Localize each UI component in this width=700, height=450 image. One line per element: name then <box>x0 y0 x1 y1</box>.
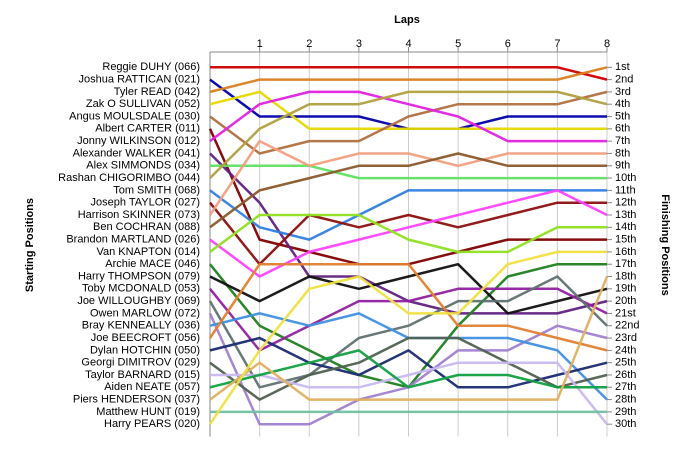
position-line <box>209 90 607 143</box>
position-line <box>209 276 609 401</box>
series-label: Joe BEECROFT (056) <box>91 332 200 344</box>
y2-tick-label: 13th <box>615 209 636 221</box>
y2-tick-label: 9th <box>615 160 630 172</box>
series-label: Piers HENDERSON (037) <box>73 393 200 405</box>
y2-tick-label: 11th <box>615 184 636 196</box>
y2-tick-label: 24th <box>615 344 636 356</box>
y2-axis-title: Finishing Positions <box>659 194 671 295</box>
series-label: Matthew HUNT (019) <box>96 406 200 418</box>
series-label: Harrison SKINNER (073) <box>78 209 200 221</box>
position-line <box>209 287 608 352</box>
x-tick-label: 4 <box>405 38 411 50</box>
position-line <box>210 164 607 180</box>
series-label: Harry PEARS (020) <box>104 418 200 430</box>
y2-tick-label: 16th <box>615 246 636 258</box>
y2-tick-label: 20th <box>615 295 636 307</box>
series-label: Harry THOMPSON (079) <box>78 270 200 282</box>
y2-tick-label: 30th <box>615 418 636 430</box>
y2-tick-label: 19th <box>615 283 636 295</box>
position-line <box>210 361 608 425</box>
series-label: Archie MACE (046) <box>105 258 200 270</box>
position-line <box>209 152 607 229</box>
position-line <box>209 349 607 389</box>
series-label: Tyler READ (042) <box>114 86 200 98</box>
chart-title: Laps <box>394 14 420 26</box>
y2-tick-label: 25th <box>615 357 636 369</box>
series-label: Zak O SULLIVAN (052) <box>86 98 200 110</box>
y2-tick-label: 27th <box>615 381 636 393</box>
series-label: Dylan HOTCHIN (050) <box>90 344 200 356</box>
series-label: Van KNAPTON (014) <box>96 246 200 258</box>
y2-tick-label: 18th <box>615 270 636 282</box>
series-label: Taylor BARNARD (015) <box>85 369 200 381</box>
series-label: Toby MCDONALD (053) <box>82 283 200 295</box>
position-line <box>209 336 608 401</box>
y2-tick-label: 22nd <box>615 320 639 332</box>
series-label: Joshua RATTICAN (021) <box>79 74 200 86</box>
y2-tick-label: 2nd <box>615 74 633 86</box>
x-tick-label: 8 <box>604 38 610 50</box>
y2-tick-label: 6th <box>615 123 630 135</box>
series-label: Aiden NEATE (057) <box>104 381 200 393</box>
position-line <box>208 139 607 216</box>
y2-tick-label: 29th <box>615 406 636 418</box>
position-line <box>208 275 608 389</box>
series-label: Bray KENNEALLY (036) <box>82 320 200 332</box>
y2-tick-label: 8th <box>615 147 630 159</box>
series-label: Reggie DUHY (066) <box>102 61 200 73</box>
y2-tick-label: 3rd <box>615 86 631 98</box>
position-line <box>208 250 607 425</box>
y2-tick-label: 14th <box>615 221 636 233</box>
x-tick-label: 3 <box>356 38 362 50</box>
y2-tick-label: 5th <box>615 110 630 122</box>
position-line <box>208 262 608 352</box>
y-axis-title: Starting Positions <box>24 198 36 292</box>
y2-tick-label: 23rd <box>615 332 637 344</box>
position-line <box>210 66 608 81</box>
y2-tick-label: 21st <box>615 307 636 319</box>
y2-tick-label: 28th <box>615 393 636 405</box>
series-label: Alex SIMMONDS (034) <box>86 160 200 172</box>
position-line <box>209 189 608 278</box>
series-label: Ben COCHRAN (088) <box>93 221 200 233</box>
position-line <box>209 66 608 94</box>
y2-tick-label: 1st <box>615 61 630 73</box>
series-label: Angus MOULSDALE (030) <box>69 110 200 122</box>
series-label: Georgi DIMITROV (029) <box>81 357 200 369</box>
position-line <box>209 213 607 254</box>
position-line <box>209 262 608 315</box>
x-tick-label: 2 <box>306 38 312 50</box>
series-label: Rashan CHIGORIMBO (044) <box>58 172 200 184</box>
series-label: Brandon MARTLAND (026) <box>66 234 200 246</box>
series-label: Jonny WILKINSON (012) <box>77 135 200 147</box>
x-tick-label: 5 <box>455 38 461 50</box>
y2-tick-label: 15th <box>615 234 636 246</box>
x-tick-label: 1 <box>257 38 263 50</box>
position-line <box>209 189 607 241</box>
x-tick-label: 6 <box>505 38 511 50</box>
series-label: Joseph TAYLOR (027) <box>91 197 200 209</box>
series-label: Alexander WALKER (041) <box>73 147 200 159</box>
y2-tick-label: 4th <box>615 98 630 110</box>
series-label: Tom SMITH (068) <box>113 184 200 196</box>
series-label: Joe WILLOUGHBY (069) <box>77 295 200 307</box>
position-line <box>209 90 608 179</box>
y2-tick-label: 7th <box>615 135 630 147</box>
position-line <box>209 90 607 131</box>
series-label: Owen MARLOW (072) <box>90 307 200 319</box>
position-line <box>209 201 607 266</box>
y2-tick-label: 10th <box>615 172 636 184</box>
y2-tick-label: 17th <box>615 258 636 270</box>
series-label: Albert CARTER (011) <box>95 123 200 135</box>
y2-tick-label: 26th <box>615 369 636 381</box>
y2-tick-label: 12th <box>615 197 636 209</box>
x-tick-label: 7 <box>554 38 560 50</box>
